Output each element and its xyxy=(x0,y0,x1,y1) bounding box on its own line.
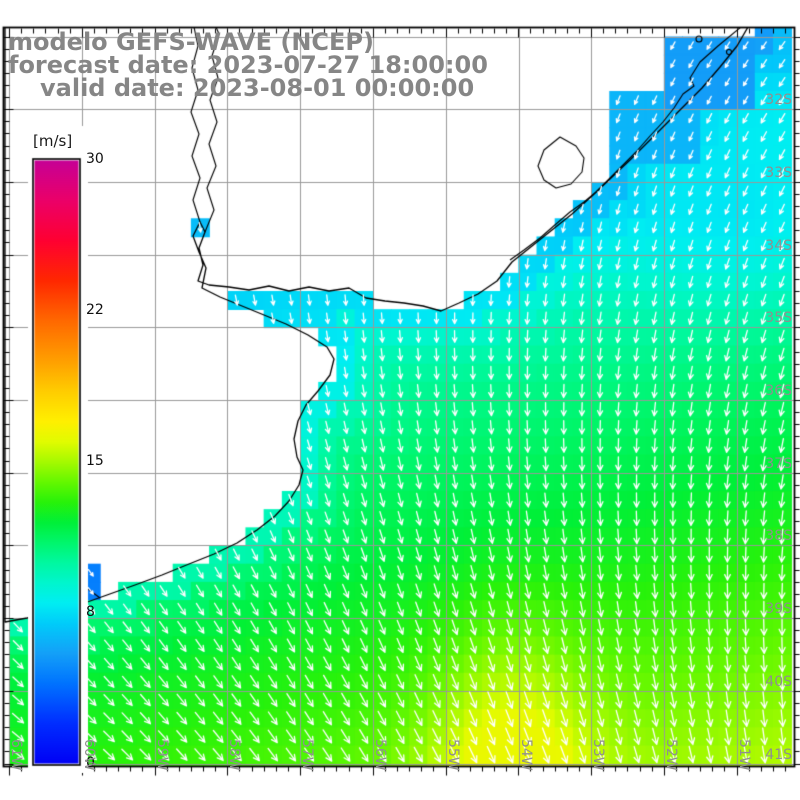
wind-wave-map-canvas xyxy=(0,0,800,800)
weather-map-page: modelo GEFS-WAVE (NCEP) forecast date: 2… xyxy=(0,0,800,800)
